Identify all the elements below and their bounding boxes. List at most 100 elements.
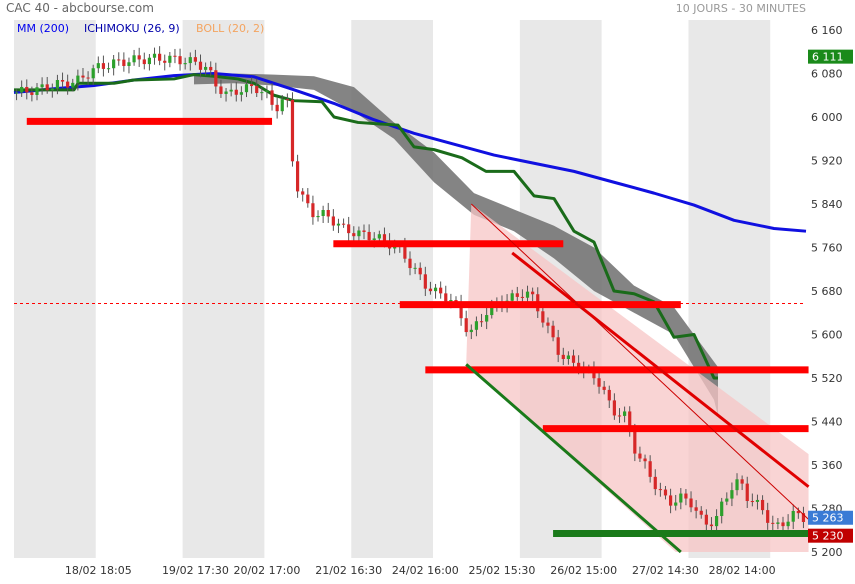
candle-body <box>219 86 223 94</box>
candle-body <box>183 63 187 65</box>
candle-body <box>709 524 714 527</box>
candle-body <box>265 90 269 93</box>
support-resistance-levels <box>14 117 810 554</box>
candle-body <box>612 400 616 416</box>
candle-body <box>541 311 545 323</box>
candle-body <box>485 315 489 322</box>
candle-body <box>173 55 177 57</box>
candle-body <box>740 479 744 484</box>
y-tick-label: 5 600 <box>811 329 843 342</box>
candle-body <box>137 55 141 60</box>
y-tick-label: 5 520 <box>811 372 843 385</box>
candle-body <box>408 258 412 269</box>
candle-body <box>382 234 387 241</box>
candle-body <box>423 274 427 289</box>
candle-body <box>459 301 463 319</box>
candle-body <box>255 86 259 94</box>
candle-body <box>60 80 65 82</box>
candle-body <box>653 476 657 490</box>
candle-body <box>214 70 218 87</box>
axes: 6 160 6 080 6 000 5 920 5 840 5 760 5 680 5 600… <box>65 24 853 577</box>
candle-body <box>428 288 433 292</box>
candle-body <box>127 62 131 66</box>
candle-body <box>101 63 106 69</box>
candle-body <box>449 299 453 302</box>
candle-body <box>91 68 95 79</box>
candle-body <box>66 81 70 88</box>
candle-body <box>515 293 519 297</box>
candle-body <box>648 461 652 477</box>
candle-body <box>321 210 325 216</box>
candle-body <box>531 291 535 295</box>
candle-body <box>745 483 749 502</box>
legend-boll: BOLL (20, 2) <box>196 22 264 35</box>
candle-body <box>50 88 54 91</box>
candle-body <box>132 55 136 63</box>
candle-body <box>188 57 192 64</box>
candle-body <box>750 501 754 503</box>
candle-body <box>684 493 688 499</box>
candle-body <box>628 411 632 432</box>
legend-ichimoku: ICHIMOKU (26, 9) <box>84 22 180 35</box>
channel-line <box>470 203 809 520</box>
candle-body <box>204 66 208 70</box>
candle-body <box>357 230 361 237</box>
candle-body <box>45 84 49 91</box>
y-tick-label: 5 440 <box>811 416 843 429</box>
x-tick-label: 18/02 18:05 <box>65 564 132 577</box>
y-tick-label: 5 840 <box>811 198 843 211</box>
candle-body <box>178 56 182 65</box>
candle-body <box>403 245 407 259</box>
legend-mm200: MM (200) <box>17 22 69 35</box>
candle-body <box>771 522 775 524</box>
y-tick-label: 5 680 <box>811 285 843 298</box>
y-tick-label: 5 760 <box>811 242 843 255</box>
price-tag-label: 5 263 <box>812 512 844 525</box>
y-tick-label: 5 200 <box>811 546 843 559</box>
candle-body <box>704 514 708 525</box>
candle-body <box>106 68 111 70</box>
candle-body <box>643 458 647 462</box>
candle-body <box>776 522 780 524</box>
candle-body <box>413 267 417 269</box>
candle-body <box>326 210 330 217</box>
candle-body <box>556 337 560 355</box>
candle-body <box>474 321 479 330</box>
candle-body <box>362 230 366 232</box>
candle-body <box>224 91 228 94</box>
candle-body <box>689 498 693 508</box>
candle-body <box>520 296 525 298</box>
x-tick-label: 21/02 16:30 <box>315 564 382 577</box>
y-tick-label: 5 920 <box>811 155 843 168</box>
candle-body <box>766 510 770 523</box>
x-tick-label: 24/02 16:00 <box>392 564 459 577</box>
session-band <box>182 20 265 558</box>
candle-body <box>71 82 75 88</box>
candle-body <box>679 493 683 503</box>
x-tick-label: 26/02 15:00 <box>550 564 617 577</box>
candle-body <box>714 516 719 527</box>
candle-body <box>571 355 576 363</box>
candle-body <box>209 66 213 71</box>
candle-body <box>633 431 637 454</box>
candle-body <box>260 92 264 94</box>
candle-body <box>546 322 550 326</box>
candle-body <box>275 104 279 112</box>
candle-body <box>112 59 116 69</box>
candle-body <box>239 92 243 95</box>
x-tick-label: 20/02 17:00 <box>233 564 300 577</box>
price-tag <box>808 510 853 525</box>
candle-body <box>597 378 601 387</box>
candle-body <box>454 299 458 302</box>
candle-body <box>663 489 668 496</box>
candle-body <box>234 89 238 95</box>
candle-body <box>561 354 565 359</box>
ichimoku-kijun-line <box>14 73 718 380</box>
candle-body <box>55 80 60 89</box>
candle-body <box>147 57 152 65</box>
candle-body <box>367 231 371 241</box>
candle-body <box>96 63 100 69</box>
candle-body <box>270 90 274 105</box>
candle-body <box>152 53 157 58</box>
